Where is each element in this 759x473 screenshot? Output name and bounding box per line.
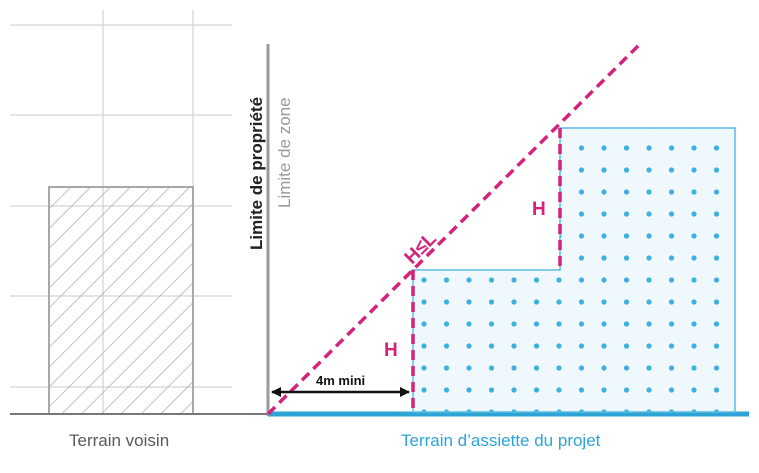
neighbor-terrain-label: Terrain voisin (69, 431, 169, 450)
height-rule-label: H≤L (401, 228, 441, 268)
project-terrain-label: Terrain d’assiette du projet (401, 431, 601, 450)
property-limit-label: Limite de propriété (247, 97, 266, 250)
height-angle-line (266, 42, 642, 416)
height-label-lower: H (384, 340, 398, 361)
zone-limit-label: Limite de zone (275, 97, 294, 208)
project-building (412, 127, 736, 413)
neighbor-building (48, 186, 194, 414)
distance-label: 4m mini (316, 373, 365, 388)
height-label-upper: H (532, 199, 546, 220)
